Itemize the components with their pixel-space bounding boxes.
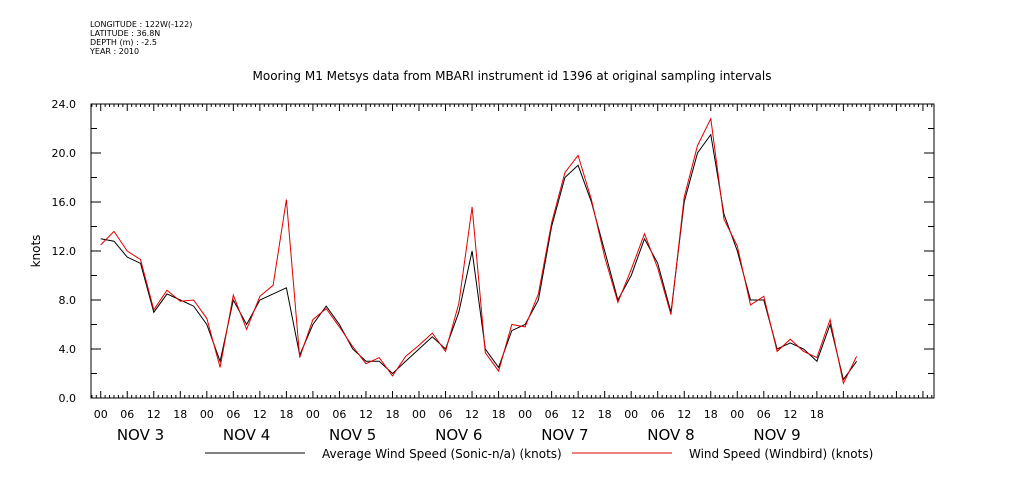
depth-text: DEPTH (m) : -2.5 bbox=[90, 38, 157, 47]
x-tick-label: 12 bbox=[147, 408, 161, 421]
x-tick-label: 12 bbox=[465, 408, 479, 421]
y-tick-label: 24.0 bbox=[52, 98, 77, 111]
x-tick-label: 00 bbox=[412, 408, 426, 421]
x-tick-label: 12 bbox=[571, 408, 585, 421]
metadata-block: LONGITUDE : 122W(-122) LATITUDE : 36.8N … bbox=[90, 20, 192, 56]
legend-label-average: Average Wind Speed (Sonic-n/a) (knots) bbox=[322, 447, 562, 461]
x-tick-label: 18 bbox=[279, 408, 293, 421]
x-tick-label: 06 bbox=[651, 408, 665, 421]
x-tick-label: 00 bbox=[200, 408, 214, 421]
x-tick-label: 00 bbox=[624, 408, 638, 421]
x-tick-label: 18 bbox=[385, 408, 399, 421]
x-tick-label: 06 bbox=[226, 408, 240, 421]
x-tick-label: 06 bbox=[332, 408, 346, 421]
y-tick-label: 4.0 bbox=[59, 343, 77, 356]
x-tick-labels: 00 06 12 18 00 06 12 18 00 06 12 18 00 06 12 18 00 06 12 18… bbox=[94, 408, 824, 421]
day-label: NOV 4 bbox=[223, 426, 270, 444]
x-tick-label: 06 bbox=[757, 408, 771, 421]
x-tick-label: 18 bbox=[598, 408, 612, 421]
day-label: NOV 9 bbox=[753, 426, 800, 444]
y-tick-label: 0.0 bbox=[59, 392, 77, 405]
x-tick-label: 12 bbox=[359, 408, 373, 421]
axis-ticks bbox=[91, 103, 934, 399]
y-tick-labels: 0.0 4.0 8.0 12.0 16.0 20.0 24.0 bbox=[52, 98, 77, 405]
y-axis-label: knots bbox=[29, 235, 43, 268]
chart-title: Mooring M1 Metsys data from MBARI instru… bbox=[253, 69, 772, 83]
x-tick-label: 12 bbox=[677, 408, 691, 421]
x-tick-label: 00 bbox=[730, 408, 744, 421]
x-tick-label: 18 bbox=[810, 408, 824, 421]
x-tick-label: 12 bbox=[253, 408, 267, 421]
day-label: NOV 5 bbox=[329, 426, 376, 444]
x-tick-label: 00 bbox=[306, 408, 320, 421]
year-text: YEAR : 2010 bbox=[90, 47, 140, 56]
x-tick-label: 18 bbox=[492, 408, 506, 421]
y-tick-label: 16.0 bbox=[52, 196, 77, 209]
x-tick-label: 12 bbox=[783, 408, 797, 421]
day-label: NOV 6 bbox=[435, 426, 482, 444]
legend-label-windbird: Wind Speed (Windbird) (knots) bbox=[689, 447, 873, 461]
series-line-windbird-wind-speed bbox=[100, 117, 858, 385]
x-tick-label: 06 bbox=[439, 408, 453, 421]
x-tick-label: 06 bbox=[120, 408, 134, 421]
longitude-text: LONGITUDE : 122W(-122) bbox=[90, 20, 193, 29]
x-tick-label: 00 bbox=[518, 408, 532, 421]
x-tick-label: 18 bbox=[704, 408, 718, 421]
x-tick-label: 18 bbox=[173, 408, 187, 421]
y-tick-label: 12.0 bbox=[52, 245, 77, 258]
series-line-average-wind-speed bbox=[100, 133, 858, 381]
x-tick-label: 06 bbox=[545, 408, 559, 421]
day-label: NOV 8 bbox=[647, 426, 694, 444]
x-tick-label: 00 bbox=[94, 408, 108, 421]
y-tick-label: 20.0 bbox=[52, 147, 77, 160]
day-label: NOV 7 bbox=[541, 426, 588, 444]
day-label: NOV 3 bbox=[117, 426, 164, 444]
latitude-text: LATITUDE : 36.8N bbox=[90, 29, 161, 38]
y-tick-label: 8.0 bbox=[59, 294, 77, 307]
day-labels: NOV 3 NOV 4 NOV 5 NOV 6 NOV 7 NOV 8 NOV 9 bbox=[117, 426, 801, 444]
data-series bbox=[100, 117, 858, 385]
legend: Average Wind Speed (Sonic-n/a) (knots) W… bbox=[205, 447, 873, 461]
